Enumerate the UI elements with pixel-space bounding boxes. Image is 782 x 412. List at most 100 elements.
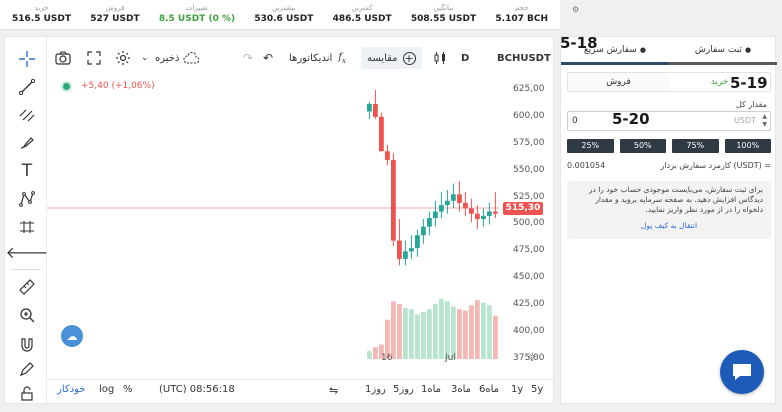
chat-icon xyxy=(733,364,751,380)
price-tick: 400,00 xyxy=(513,326,545,337)
candle-body xyxy=(469,208,474,214)
stepper-icon[interactable]: ▲ ▼ xyxy=(762,113,767,128)
camera-icon[interactable] xyxy=(55,49,71,67)
range-5y[interactable]: 5y xyxy=(531,384,544,395)
volume-bar xyxy=(451,306,456,359)
magnet-icon[interactable] xyxy=(17,335,37,355)
range-1d[interactable]: 1روز xyxy=(365,384,386,395)
stat-label: بیانگین xyxy=(433,4,454,12)
candle-body xyxy=(415,235,420,249)
arrow-left-icon[interactable]: 🡐 xyxy=(5,243,49,262)
candle-body xyxy=(493,211,498,214)
volume-bar xyxy=(439,298,444,359)
tab-place-order[interactable]: ثبت سفارش ● xyxy=(669,37,777,65)
candle-body xyxy=(451,194,456,201)
volume-bar xyxy=(415,314,420,359)
stat-item: تغییرات 8.5 USDT (0 %) xyxy=(153,0,241,29)
auto-scale-toggle[interactable]: خودکار xyxy=(57,384,86,395)
stat-item: فروش 527 USDT xyxy=(84,0,145,29)
range-5d[interactable]: 5روز xyxy=(393,384,414,395)
tab-quick-order[interactable]: سفارش سریع ● xyxy=(561,37,669,65)
volume-bar xyxy=(487,305,492,359)
price-tick: 625,00 xyxy=(513,83,545,94)
candle-body xyxy=(385,151,390,160)
brush-icon[interactable] xyxy=(17,133,37,153)
redo-icon[interactable]: ↷ xyxy=(243,51,254,65)
candle-body xyxy=(481,215,486,220)
volume-bar xyxy=(457,309,462,359)
drawing-toolbar: T 🡐 xyxy=(5,37,49,405)
indicators-button[interactable]: اندیکاتورها fx xyxy=(289,49,346,67)
cloud-upload-icon[interactable]: ☁ xyxy=(61,325,83,347)
stat-label: تغییرات xyxy=(185,4,208,12)
amount-unit: USDT xyxy=(734,116,756,125)
stat-label: کمترین xyxy=(351,4,373,12)
stat-item: خرید 516.5 USDT xyxy=(6,0,77,29)
compare-button[interactable]: مقایسه + xyxy=(361,47,422,69)
lock-pencil-icon[interactable] xyxy=(17,359,37,379)
stat-item: حجم 5.107 BCH xyxy=(489,0,554,29)
buy-tab[interactable]: خرید xyxy=(669,73,770,91)
fullscreen-icon[interactable] xyxy=(87,49,101,67)
date-range-icon[interactable]: ⇋ xyxy=(329,384,339,397)
range-6m[interactable]: 6ماه xyxy=(479,384,500,395)
candle-body xyxy=(445,200,450,206)
volume-bar xyxy=(469,305,474,359)
compare-label: مقایسه xyxy=(367,52,398,64)
amount-input[interactable]: 0 USDT ▲ ▼ xyxy=(567,111,771,131)
candles-icon[interactable] xyxy=(433,49,447,67)
chart-toolbar: ⌄ ذخیره ↷ ↶ اندیکاتورها fx مقایسه + D BC… xyxy=(47,37,553,77)
candlestick-chart[interactable] xyxy=(47,77,499,359)
settings-icon[interactable]: ☼ xyxy=(527,350,538,364)
change-value: +5,40 (+1,06%) xyxy=(81,81,155,91)
range-1y[interactable]: 1y xyxy=(511,384,524,395)
utc-clock[interactable]: (UTC) 08:56:18 xyxy=(159,384,235,395)
stat-value: 530.6 USDT xyxy=(254,14,314,24)
range-1m[interactable]: 1ماه xyxy=(421,384,442,395)
wallet-link[interactable]: انتقال به کیف پول xyxy=(640,221,698,230)
pct-50-button[interactable]: 50% xyxy=(619,139,666,153)
time-axis: 16 Jul ☼ xyxy=(47,350,538,367)
order-tabs: سفارش سریع ● ثبت سفارش ● xyxy=(561,37,777,65)
candle-body xyxy=(409,248,414,252)
pct-100-button[interactable]: 100% xyxy=(724,139,771,153)
zoom-in-icon[interactable] xyxy=(17,305,37,325)
price-tick: 450,00 xyxy=(513,272,545,283)
trend-line-icon[interactable] xyxy=(17,77,37,97)
fib-retracement-icon[interactable] xyxy=(17,105,37,125)
price-axis[interactable]: 625,00 600,00 575,00 550,00 525,00 500,00 475,… xyxy=(499,77,555,363)
stat-value: 508.55 USDT xyxy=(410,14,477,24)
chevron-down-icon[interactable]: ⌄ xyxy=(141,53,149,63)
chat-button[interactable] xyxy=(720,350,764,394)
bottom-toolbar: خودکار log % (UTC) 08:56:18 ⇋ 1روز 5روز … xyxy=(47,379,553,403)
percent-scale-toggle[interactable]: % xyxy=(123,384,133,395)
text-tool-icon[interactable]: T xyxy=(21,161,33,181)
crosshair-icon[interactable] xyxy=(17,49,37,69)
annotation-label: 5-20 xyxy=(612,110,650,128)
sell-tab[interactable]: فروش xyxy=(568,73,669,91)
annotation-label: 5-18 xyxy=(560,34,598,52)
gear-icon[interactable]: ⚙ xyxy=(572,5,580,14)
volume-bar xyxy=(391,301,396,359)
prediction-icon[interactable] xyxy=(17,217,37,237)
interval-button[interactable]: D xyxy=(461,52,470,64)
save-button[interactable]: ذخیره xyxy=(155,49,200,67)
volume-bar xyxy=(493,315,498,359)
price-tick: 500,00 xyxy=(513,218,545,229)
price-tick: 575,00 xyxy=(513,137,545,148)
pct-25-button[interactable]: 25% xyxy=(567,139,614,153)
stat-item: بیشترین 530.6 USDT xyxy=(248,0,319,29)
settings-gear-icon[interactable] xyxy=(115,49,131,67)
range-3m[interactable]: 3ماه xyxy=(451,384,472,395)
pattern-icon[interactable] xyxy=(17,189,37,209)
volume-bar xyxy=(379,344,384,359)
ruler-icon[interactable] xyxy=(17,277,37,297)
pct-75-button[interactable]: 75% xyxy=(672,139,719,153)
unlock-icon[interactable] xyxy=(17,383,37,403)
undo-icon[interactable]: ↶ xyxy=(263,51,274,65)
market-stats-bar: حجم 5.107 BCH بیانگین 508.55 USDT کمترین 486.… xyxy=(0,0,560,30)
symbol-label[interactable]: BCHUSDT xyxy=(497,52,551,64)
log-scale-toggle[interactable]: log xyxy=(99,384,115,395)
candle-body xyxy=(433,211,438,218)
percent-buttons: 25% 50% 75% 100% xyxy=(567,139,771,153)
